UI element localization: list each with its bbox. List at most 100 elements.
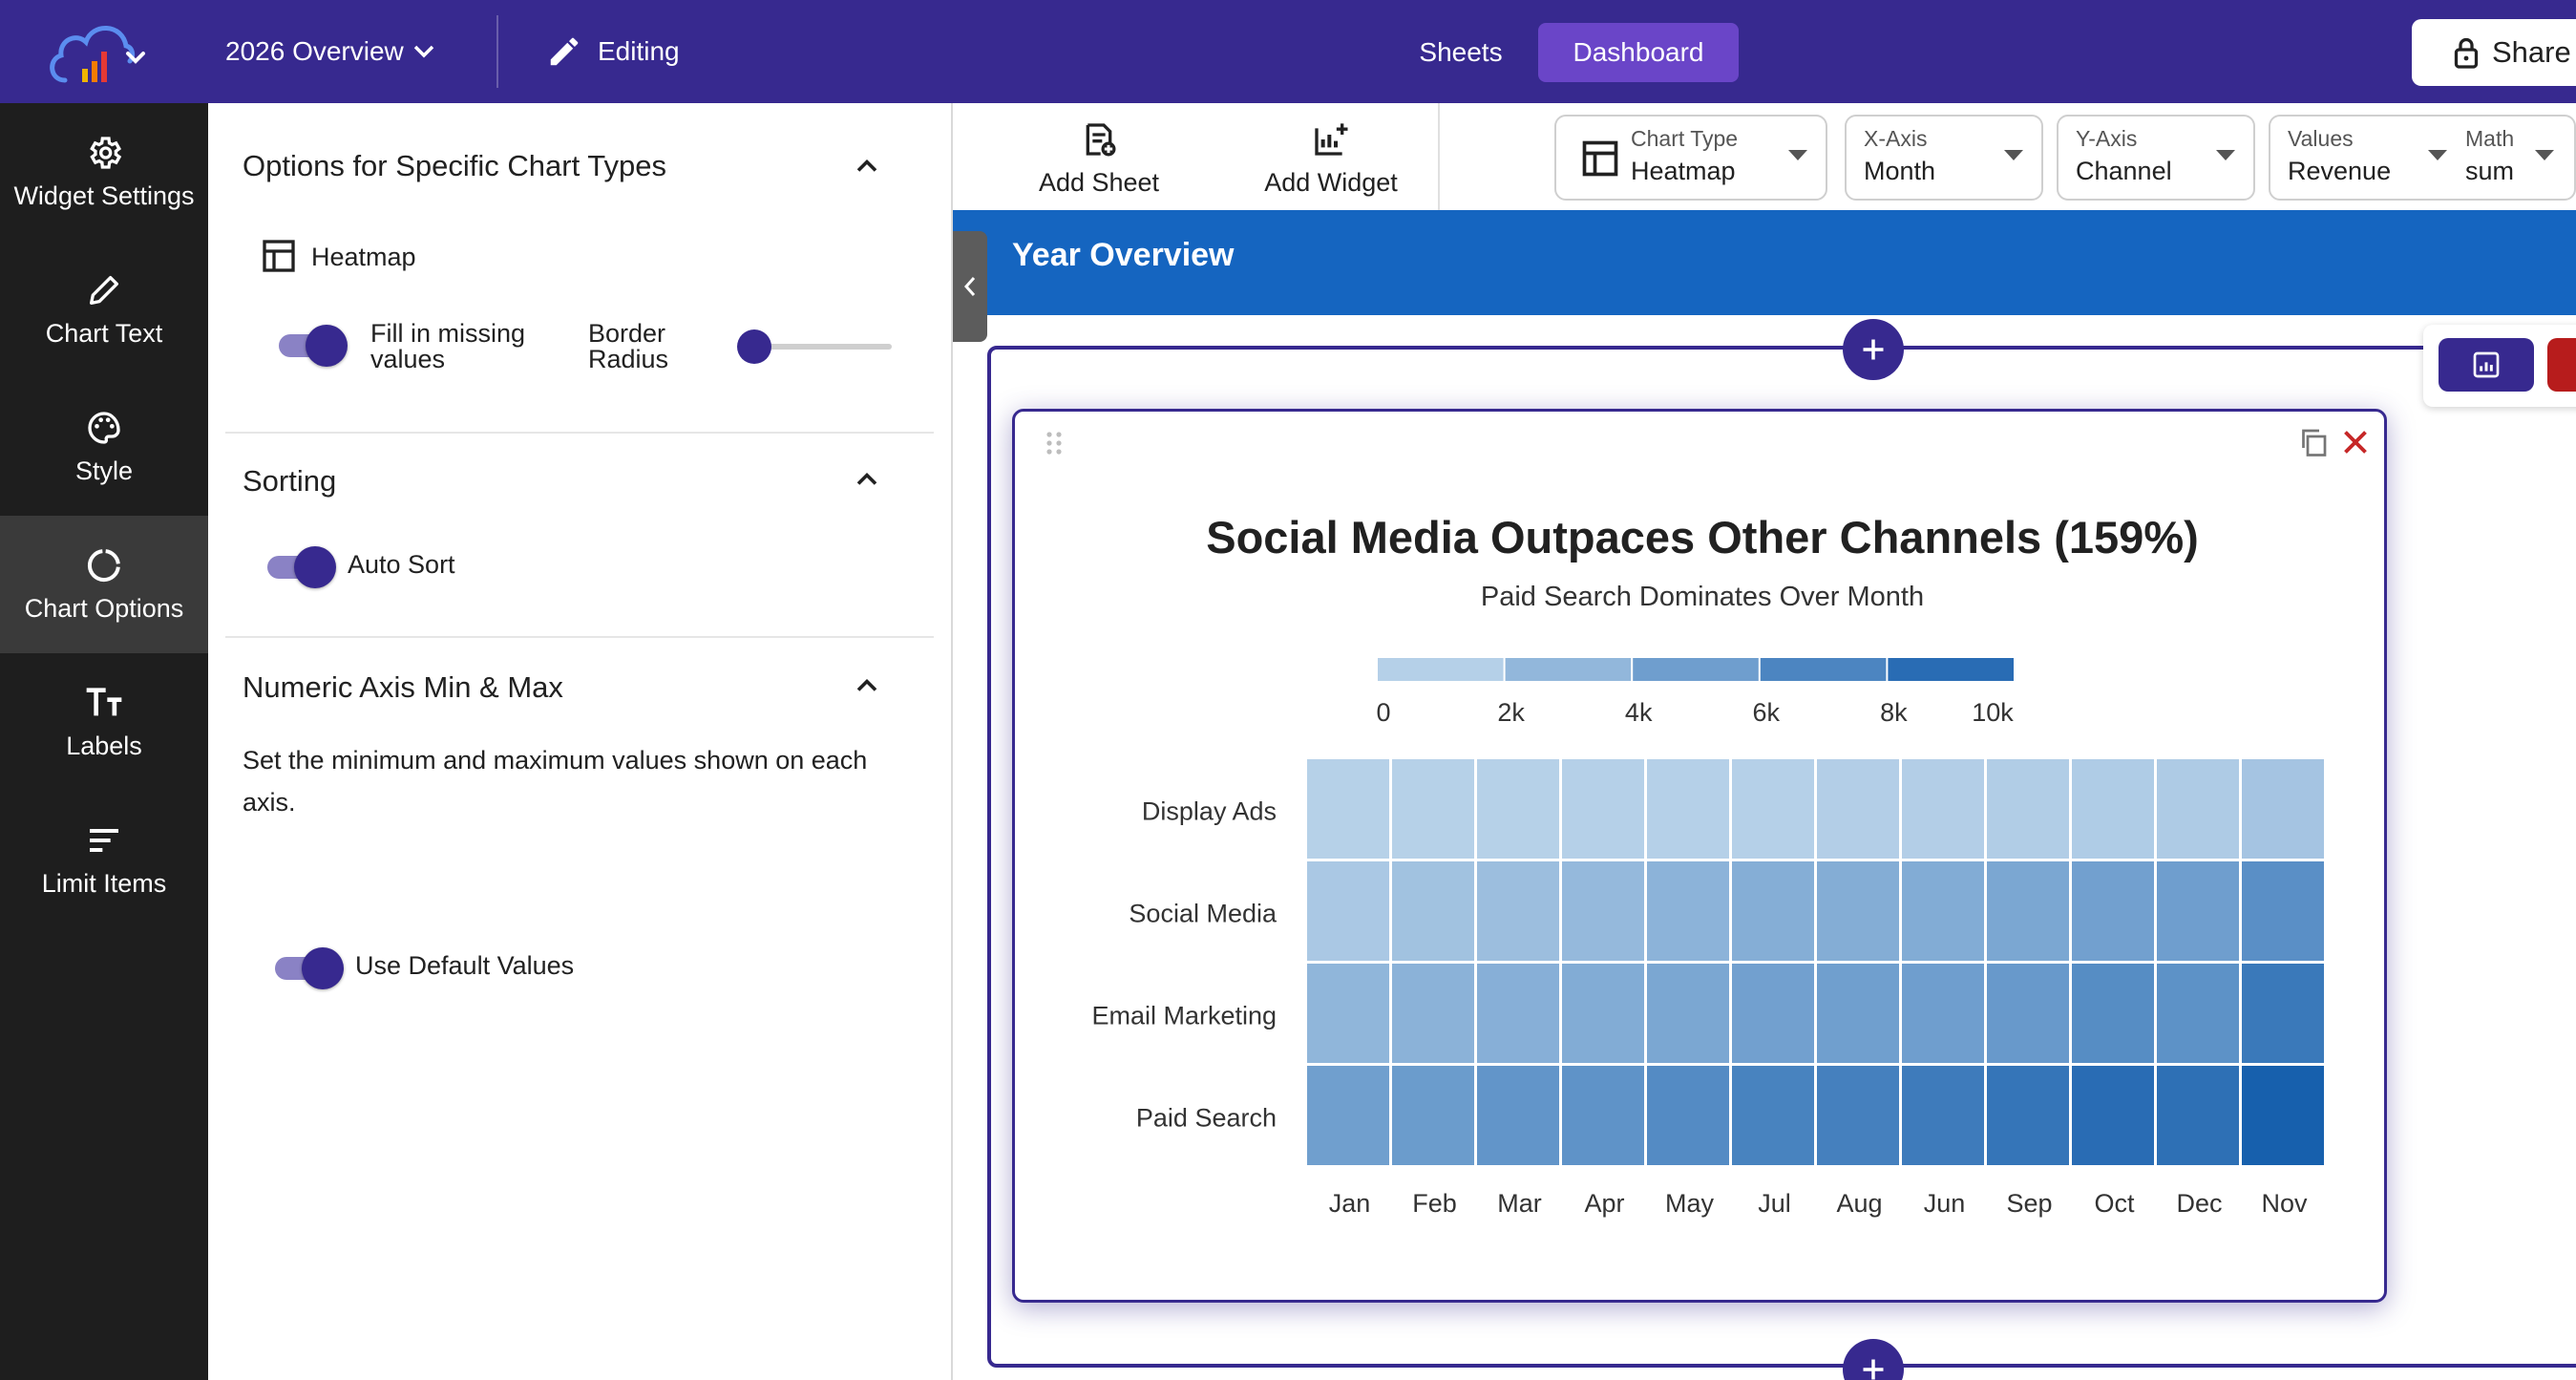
top-bar: 2026 Overview Editing Sheets Dashboard S… — [0, 0, 2576, 103]
border-radius-slider-thumb[interactable] — [737, 329, 771, 364]
rail-item-chart-text[interactable]: Chart Text — [0, 241, 208, 378]
heatmap-cell — [1987, 1066, 2069, 1165]
rail-label: Limit Items — [41, 868, 167, 898]
topbar-divider — [496, 15, 498, 88]
add-sheet-button[interactable]: Add Sheet — [1037, 113, 1161, 204]
heatmap-cell — [1817, 759, 1899, 859]
chevron-up-icon[interactable] — [850, 669, 884, 703]
select-caption: Chart Type — [1631, 126, 1739, 151]
numeric-axis-description: Set the minimum and maximum values shown… — [243, 746, 868, 817]
chart-type-select[interactable]: Chart Type Heatmap — [1554, 115, 1827, 201]
section-title[interactable]: Year Overview — [1012, 237, 1235, 273]
rail-label: Labels — [66, 731, 142, 760]
heatmap-cell — [1647, 759, 1729, 859]
heatmap-cell — [1817, 861, 1899, 961]
values-math-select[interactable]: Values Revenue Math sum — [2269, 115, 2576, 201]
nav-sheets[interactable]: Sheets — [1419, 37, 1503, 67]
lock-icon — [2454, 37, 2479, 69]
heatmap-cell — [2242, 759, 2324, 859]
legend-swatch — [1760, 658, 1887, 681]
heatmap-cell — [1477, 964, 1559, 1063]
y-axis-select[interactable]: Y-Axis Channel — [2057, 115, 2255, 201]
add-chart-to-row-button[interactable] — [2439, 338, 2534, 392]
heatmap-cell — [1392, 964, 1474, 1063]
section-title-numeric-axis: Numeric Axis Min & Max — [243, 670, 563, 704]
auto-sort-toggle[interactable] — [264, 546, 336, 588]
x-axis-select[interactable]: X-Axis Month — [1845, 115, 2043, 201]
dashboard-title-dropdown[interactable]: 2026 Overview — [225, 32, 434, 71]
heatmap-cell — [1732, 759, 1814, 859]
heatmap-cell — [1477, 1066, 1559, 1165]
section-title-specific: Options for Specific Chart Types — [243, 149, 666, 182]
rail-label: Style — [74, 456, 134, 485]
caret-down-icon — [2216, 150, 2235, 160]
chart-title: Social Media Outpaces Other Channels (15… — [1206, 512, 2199, 563]
close-icon[interactable] — [2338, 425, 2373, 459]
rail-label: Widget Settings — [13, 180, 195, 210]
legend-tick-label: 0 — [1376, 698, 1390, 727]
heatmap-cell — [1562, 964, 1644, 1063]
select-value: Heatmap — [1631, 157, 1736, 185]
select-value: sum — [2465, 157, 2515, 185]
cloud-chart-logo-icon[interactable] — [46, 13, 160, 92]
x-axis-label: Oct — [2094, 1189, 2135, 1218]
gear-icon — [90, 136, 122, 169]
heatmap-cell — [2242, 964, 2324, 1063]
add-widget-button[interactable]: Add Widget — [1255, 113, 1407, 204]
select-value: Month — [1864, 157, 1936, 185]
add-row-above-button[interactable] — [1843, 319, 1904, 380]
chart-type-label: Heatmap — [311, 243, 416, 271]
chevron-up-icon[interactable] — [850, 462, 884, 497]
share-button[interactable]: Share — [2412, 19, 2576, 86]
y-axis-label: Email Marketing — [1091, 1002, 1277, 1030]
chart-options-panel: Options for Specific Chart Types Heatmap… — [208, 103, 953, 1380]
legend-tick-label: 10k — [1972, 698, 2014, 727]
dashboard-title: 2026 Overview — [225, 36, 404, 66]
nav-dashboard[interactable]: Dashboard — [1538, 23, 1739, 82]
heatmap-cell — [1477, 759, 1559, 859]
editing-toggle[interactable]: Editing — [546, 29, 680, 74]
heatmap-widget-card[interactable]: Social Media Outpaces Other Channels (15… — [1012, 409, 2387, 1303]
rail-item-chart-options[interactable]: Chart Options — [0, 516, 208, 653]
select-caption: Values — [2288, 126, 2354, 151]
heatmap-cell — [1987, 759, 2069, 859]
rail-item-labels[interactable]: Labels — [0, 653, 208, 791]
row-actions-bar — [2423, 325, 2576, 407]
heatmap-cell — [1902, 861, 1984, 961]
dashboard-workspace: Add Sheet Add Widget Chart Type Heatmap … — [953, 103, 2576, 1380]
rail-label: Chart Options — [24, 593, 184, 623]
chevron-down-icon — [413, 45, 434, 58]
heatmap-cell — [1392, 759, 1474, 859]
add-row-below-button[interactable] — [1843, 1339, 1904, 1380]
delete-row-button[interactable] — [2547, 338, 2576, 392]
fill-missing-toggle[interactable] — [275, 325, 348, 367]
heatmap-chart: 0 2k 4k 6k 8k 10k Display Ads Social Media Email… — [1091, 658, 2324, 1218]
legend-swatch — [1633, 658, 1759, 681]
chevron-down-icon — [126, 52, 145, 64]
legend-tick-label: 2k — [1497, 698, 1525, 727]
pencil-icon — [550, 37, 579, 66]
rail-item-limit-items[interactable]: Limit Items — [0, 791, 208, 928]
y-axis-label: Paid Search — [1136, 1104, 1277, 1133]
border-radius-slider-track[interactable] — [741, 344, 892, 350]
collapse-panel-tab[interactable] — [953, 231, 987, 342]
x-axis-label: Dec — [2176, 1189, 2222, 1218]
select-caption: Math — [2465, 126, 2515, 151]
select-value: Channel — [2076, 157, 2172, 185]
section-banner — [953, 210, 2576, 315]
heatmap-cell — [1987, 964, 2069, 1063]
caret-down-icon — [2535, 150, 2554, 160]
chevron-up-icon[interactable] — [850, 149, 884, 183]
heatmap-cell — [1307, 861, 1389, 961]
heatmap-cell — [2157, 1066, 2239, 1165]
heatmap-cell — [2072, 964, 2154, 1063]
use-default-values-toggle[interactable] — [271, 947, 344, 989]
copy-icon[interactable] — [2296, 425, 2331, 459]
rail-item-widget-settings[interactable]: Widget Settings — [0, 103, 208, 241]
use-default-values-label: Use Default Values — [355, 951, 575, 980]
text-size-icon — [86, 687, 122, 715]
rail-item-style[interactable]: Style — [0, 378, 208, 516]
caret-down-icon — [2004, 150, 2023, 160]
heatmap-cell — [2157, 861, 2239, 961]
drag-handle-icon[interactable] — [1044, 429, 1065, 457]
